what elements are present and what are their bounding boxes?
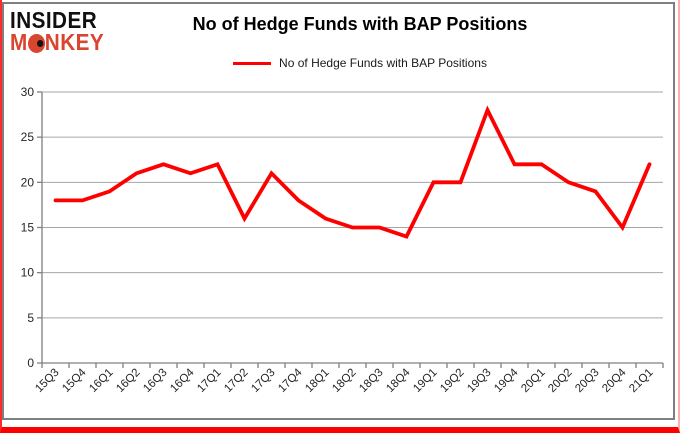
- x-axis-label-18Q2: 18Q2: [330, 367, 358, 395]
- x-axis-label-20Q4: 20Q4: [600, 366, 629, 395]
- x-axis-label-16Q3: 16Q3: [141, 367, 169, 395]
- x-axis-label-18Q1: 18Q1: [303, 367, 331, 395]
- y-axis-label-25: 25: [21, 130, 35, 144]
- legend-line-swatch: [233, 61, 272, 65]
- series-line: [53, 105, 652, 239]
- x-axis-label-17Q2: 17Q2: [222, 367, 250, 395]
- x-axis-label-15Q4: 15Q4: [60, 366, 89, 395]
- logo-monkey-nkey: NKEY: [44, 29, 105, 55]
- x-axis-label-20Q1: 20Q1: [519, 367, 547, 395]
- x-axis-label-17Q3: 17Q3: [249, 367, 277, 395]
- x-axis-label-20Q2: 20Q2: [546, 367, 574, 395]
- chart-title: No of Hedge Funds with BAP Positions: [192, 14, 528, 34]
- x-axis-label-20Q3: 20Q3: [573, 367, 601, 395]
- x-axis-label-18Q3: 18Q3: [357, 367, 385, 395]
- x-axis-label-16Q4: 16Q4: [168, 366, 197, 395]
- x-axis-label-19Q3: 19Q3: [465, 367, 493, 395]
- x-axis-label-19Q2: 19Q2: [438, 367, 466, 395]
- x-axis-label-17Q1: 17Q1: [195, 367, 223, 395]
- x-axis-label-17Q4: 17Q4: [276, 366, 305, 395]
- x-axis-label-19Q1: 19Q1: [411, 367, 439, 395]
- x-axis-label-15Q3: 15Q3: [33, 367, 61, 395]
- logo-insider-text: INSIDER: [10, 7, 98, 33]
- insider-monkey-logo[interactable]: INSIDER M NKEY: [10, 7, 115, 55]
- legend-label: No of Hedge Funds with BAP Positions: [279, 56, 487, 70]
- monkey-head-icon: [27, 33, 45, 53]
- x-axis-label-21Q1: 21Q1: [627, 367, 655, 395]
- y-axis-label-5: 5: [27, 311, 34, 325]
- x-axis-label-18Q4: 18Q4: [384, 366, 413, 395]
- y-axis-label-0: 0: [27, 356, 34, 370]
- logo-monkey-m: M: [10, 29, 28, 55]
- x-axis-label-16Q1: 16Q1: [87, 367, 115, 395]
- y-axis-label-10: 10: [21, 266, 35, 280]
- y-axis-label-15: 15: [21, 221, 35, 235]
- y-axis-label-20: 20: [21, 175, 35, 189]
- logo-monkey-text: M NKEY: [10, 29, 105, 55]
- chart-frame-border: [2, 2, 675, 420]
- x-axis-label-16Q2: 16Q2: [114, 367, 142, 395]
- x-axis-label-19Q4: 19Q4: [492, 366, 521, 395]
- y-axis-label-30: 30: [21, 85, 35, 99]
- legend: No of Hedge Funds with BAP Positions: [42, 56, 678, 70]
